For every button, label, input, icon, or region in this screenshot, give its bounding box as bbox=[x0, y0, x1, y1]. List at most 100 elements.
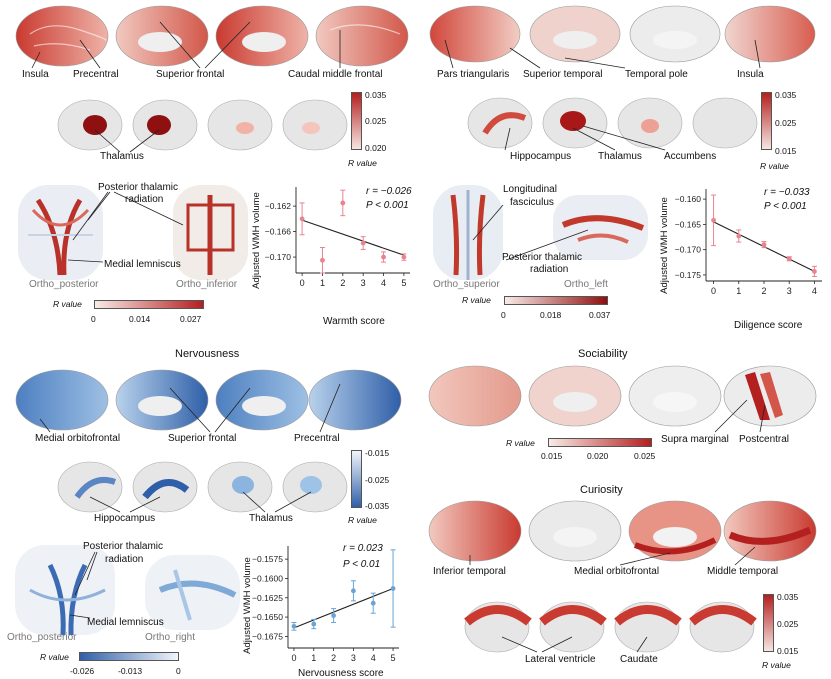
section-title: Sociability bbox=[578, 348, 628, 360]
y-tick-label: −0.170 bbox=[675, 245, 702, 255]
data-point bbox=[331, 613, 336, 618]
brain-lateral-right bbox=[724, 5, 816, 63]
brain-lateral-left bbox=[428, 500, 522, 562]
data-point bbox=[370, 600, 376, 606]
label-posterior-thalamic: Posterior thalamic bbox=[502, 252, 583, 263]
x-tick-label: 0 bbox=[291, 653, 296, 663]
data-point bbox=[812, 268, 817, 274]
x-tick-label: 2 bbox=[331, 653, 336, 663]
cortex-row-curiosity bbox=[428, 500, 817, 566]
y-tick-label: −0.160 bbox=[675, 194, 702, 204]
data-point bbox=[381, 254, 386, 260]
brain-lateral-right bbox=[315, 5, 409, 67]
colorbar-horizontal bbox=[94, 300, 204, 309]
view-ortho-posterior: Ortho_posterior bbox=[7, 632, 77, 643]
cortex-row-warmth bbox=[15, 5, 409, 69]
y-tick-label: −0.1675 bbox=[252, 631, 283, 641]
label-posterior-thalamic: Posterior thalamic bbox=[83, 541, 164, 552]
data-point bbox=[711, 217, 716, 223]
colorbar-horizontal bbox=[79, 652, 179, 661]
label-insula: Insula bbox=[22, 69, 49, 80]
label-thalamus: Thalamus bbox=[100, 151, 144, 162]
label-thalamus: Thalamus bbox=[598, 151, 642, 162]
colorbar-horizontal bbox=[504, 296, 608, 305]
x-tick-label: 3 bbox=[351, 653, 356, 663]
cortex-row-sociability bbox=[428, 365, 817, 433]
label-caudal-middle-frontal: Caudal middle frontal bbox=[288, 69, 383, 80]
view-ortho-posterior: Ortho_posterior bbox=[29, 279, 99, 290]
view-ortho-right: Ortho_right bbox=[145, 632, 196, 643]
y-tick-label: −0.1650 bbox=[252, 612, 283, 622]
brain-lateral-left bbox=[429, 5, 521, 63]
y-tick-label: −0.1625 bbox=[252, 593, 283, 603]
fit-line bbox=[301, 219, 405, 256]
scatter-nervousness: 0 1 2 3 4 5 −0.1575 −0.1600 −0.1625 −0.1650 −0.167… bbox=[252, 546, 399, 663]
x-tick-label: 4 bbox=[371, 653, 376, 663]
x-tick-label: 1 bbox=[320, 278, 325, 288]
colorbar-vertical bbox=[351, 92, 362, 150]
label-hippocampus: Hippocampus bbox=[510, 151, 572, 162]
y-tick-label: −0.1575 bbox=[252, 554, 283, 564]
label-precentral: Precentral bbox=[73, 69, 119, 80]
label-medial-lemniscus: Medial lemniscus bbox=[104, 259, 181, 270]
cortex-row-diligence bbox=[429, 5, 816, 69]
view-ortho-inferior: Ortho_inferior bbox=[176, 279, 238, 290]
label-pars-triangularis: Pars triangularis bbox=[437, 69, 510, 80]
view-ortho-superior: Ortho_superior bbox=[433, 279, 500, 290]
colorbar-vertical bbox=[763, 594, 774, 652]
subcortex-row-nervousness bbox=[57, 461, 348, 513]
label-superior-frontal: Superior frontal bbox=[156, 69, 225, 80]
y-tick-label: −0.1600 bbox=[252, 573, 283, 583]
x-tick-label: 2 bbox=[761, 286, 766, 296]
brain-lateral-left bbox=[15, 5, 109, 67]
label-longitudinal: Longitudinal bbox=[503, 184, 557, 195]
x-tick-label: 2 bbox=[340, 278, 345, 288]
label-inferior-temporal: Inferior temporal bbox=[433, 566, 506, 577]
data-point bbox=[340, 200, 346, 206]
data-point bbox=[401, 254, 407, 260]
scatter-diligence: 0 1 2 3 4 −0.160 −0.165 −0.170 −0.175 bbox=[675, 189, 822, 296]
data-point bbox=[311, 621, 317, 627]
data-point bbox=[390, 586, 396, 591]
label-insula: Insula bbox=[737, 69, 764, 80]
label-accumbens: Accumbens bbox=[664, 151, 717, 162]
brain-lateral-left bbox=[428, 365, 522, 427]
label-medial-lemniscus: Medial lemniscus bbox=[87, 617, 164, 628]
section-title: Curiosity bbox=[580, 484, 623, 496]
x-tick-label: 5 bbox=[391, 653, 396, 663]
subcortex-row-warmth bbox=[57, 99, 348, 153]
data-point bbox=[761, 242, 767, 248]
label-medial-orbitofrontal: Medial orbitofrontal bbox=[574, 566, 660, 577]
x-tick-label: 5 bbox=[401, 278, 406, 288]
label-hippocampus: Hippocampus bbox=[94, 513, 156, 524]
data-point bbox=[291, 623, 297, 629]
tractography-warmth bbox=[18, 185, 248, 280]
data-point bbox=[736, 233, 742, 239]
cortex-row-nervousness bbox=[15, 369, 402, 433]
y-tick-label: −0.166 bbox=[265, 227, 292, 237]
colorbar-horizontal bbox=[548, 438, 652, 447]
subcortex-row-curiosity bbox=[464, 601, 757, 653]
x-tick-label: 1 bbox=[736, 286, 741, 296]
tractography-diligence bbox=[433, 185, 648, 280]
data-point bbox=[786, 256, 792, 262]
colorbar-vertical bbox=[761, 92, 772, 150]
scatter-warmth: 0 1 2 3 4 5 −0.162 −0.166 −0.170 bbox=[265, 187, 410, 288]
data-point bbox=[299, 216, 305, 222]
label-thalamus: Thalamus bbox=[249, 513, 293, 524]
colorbar-vertical bbox=[351, 450, 362, 508]
x-tick-label: 4 bbox=[812, 286, 817, 296]
brain-lateral-right bbox=[723, 500, 817, 562]
label-superior-frontal: Superior frontal bbox=[168, 433, 237, 444]
brain-lateral-right bbox=[308, 369, 402, 431]
x-tick-label: 3 bbox=[787, 286, 792, 296]
subcortex-row-diligence bbox=[467, 97, 758, 151]
x-tick-label: 3 bbox=[361, 278, 366, 288]
label-lateral-ventricle: Lateral ventricle bbox=[525, 654, 596, 665]
y-tick-label: −0.175 bbox=[675, 270, 702, 280]
label-precentral: Precentral bbox=[294, 433, 340, 444]
y-tick-label: −0.162 bbox=[265, 201, 292, 211]
label-superior-temporal: Superior temporal bbox=[523, 69, 603, 80]
label-caudate: Caudate bbox=[620, 654, 658, 665]
data-point bbox=[320, 257, 325, 263]
